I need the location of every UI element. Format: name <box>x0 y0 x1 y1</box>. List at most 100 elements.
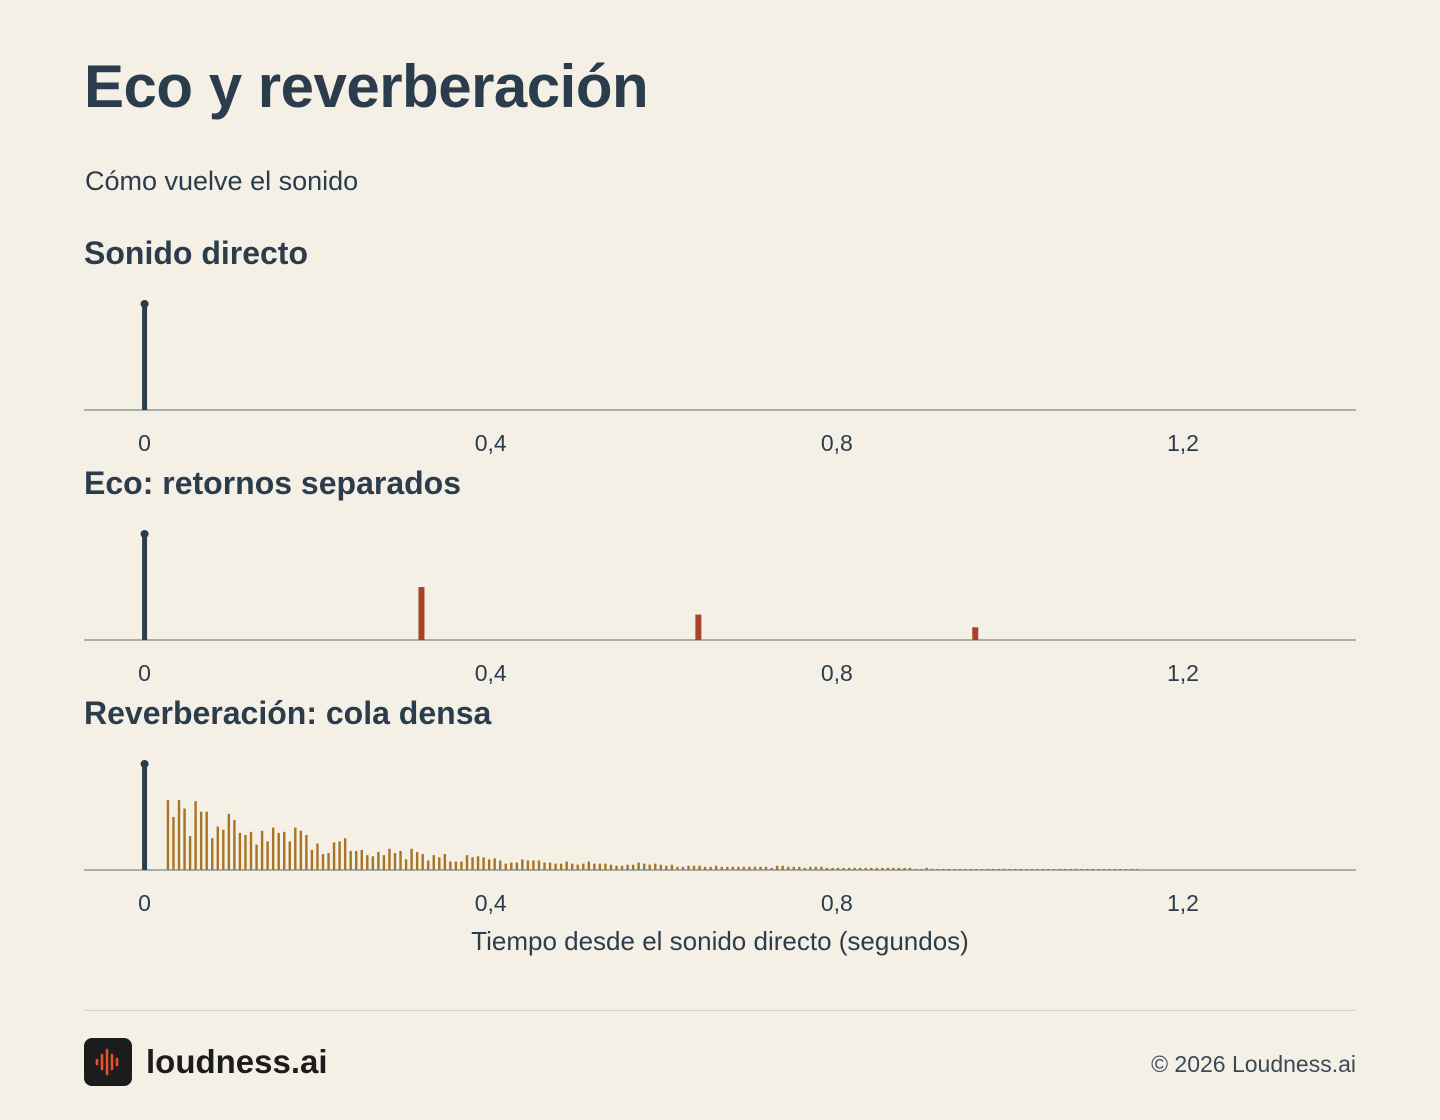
reverb-bar <box>753 866 757 870</box>
reverb-bar <box>515 862 519 870</box>
reverb-bar <box>919 868 923 870</box>
reverb-bar <box>947 868 950 870</box>
reverb-bar <box>255 844 258 870</box>
reverb-bar <box>177 800 181 870</box>
reverb-bar <box>349 850 352 870</box>
reverb-bar <box>587 861 591 870</box>
page-subtitle: Cómo vuelve el sonido <box>85 166 359 196</box>
x-tick-label: 0,8 <box>821 660 853 686</box>
reverb-bar <box>166 800 170 870</box>
reverb-bar <box>1030 868 1034 870</box>
x-tick-label: 0 <box>138 660 151 686</box>
reverb-bar <box>914 868 917 870</box>
x-tick-label: 0 <box>138 430 151 456</box>
reverb-bar <box>277 832 280 870</box>
reverb-bar <box>1058 868 1061 870</box>
reverb-bar <box>770 867 773 870</box>
reverb-bar <box>1108 868 1111 870</box>
reverb-bar <box>875 867 878 870</box>
reverb-bar <box>958 868 962 870</box>
x-tick-label: 0,4 <box>475 430 507 456</box>
reverb-bar <box>864 867 867 870</box>
x-tick-label: 1,2 <box>1167 660 1199 686</box>
reverb-bar <box>820 866 823 870</box>
reverb-bar <box>892 867 895 870</box>
reverb-bar <box>969 868 973 870</box>
reverb-bar <box>759 866 762 870</box>
reverb-bar <box>1036 868 1039 870</box>
reverb-bar <box>964 868 967 870</box>
reverb-bar <box>1130 868 1133 870</box>
x-tick-label: 0,4 <box>475 660 507 686</box>
reverb-bar <box>1097 868 1100 870</box>
reverb-bar <box>1086 868 1089 870</box>
reverb-bar <box>836 867 840 870</box>
reverb-bar <box>997 868 1000 870</box>
reverb-bar <box>953 868 956 870</box>
reverb-bar <box>853 867 856 870</box>
reverb-bar <box>670 864 674 870</box>
reverb-bar <box>1008 868 1011 870</box>
reverb-bar <box>798 866 801 870</box>
reverb-bar <box>1025 868 1028 870</box>
reverb-bar <box>443 854 447 870</box>
reverb-bar <box>332 842 336 870</box>
reverb-bar <box>1091 868 1094 870</box>
reverb-bar <box>371 856 375 870</box>
reverb-bar <box>936 868 939 870</box>
reverb-bar <box>188 836 192 870</box>
reverb-bar <box>908 867 912 870</box>
reverb-bar <box>692 865 696 870</box>
reverb-bar <box>975 868 978 870</box>
reverb-bar <box>554 863 557 870</box>
echo-bar <box>418 587 425 640</box>
reverb-bar <box>1124 868 1128 870</box>
reverb-bar <box>1063 868 1067 870</box>
reverb-bar <box>199 811 203 870</box>
reverb-bar <box>1074 868 1078 870</box>
reverb-bar <box>327 853 330 870</box>
reverb-bar <box>1014 868 1017 870</box>
reverb-bar <box>903 867 906 870</box>
reverb-bar <box>809 866 812 870</box>
reverb-bar <box>642 863 646 870</box>
footer-divider <box>84 1010 1356 1011</box>
reverb-bar <box>626 864 629 870</box>
reverb-bar <box>714 865 718 870</box>
reverb-bar <box>310 849 314 870</box>
reverb-bar <box>410 848 413 870</box>
reverb-bar <box>1052 868 1056 870</box>
x-axis-label: Tiempo desde el sonido directo (segundos… <box>471 926 969 956</box>
reverb-bar <box>942 868 945 870</box>
reverb-bar <box>244 835 247 870</box>
reverb-bar <box>415 851 419 870</box>
reverb-bar <box>709 866 712 870</box>
x-tick-label: 0 <box>138 890 151 916</box>
reverb-bar <box>831 867 834 870</box>
reverb-bar <box>659 864 663 870</box>
reverb-bar <box>172 817 175 870</box>
reverb-bar <box>698 865 701 870</box>
brand[interactable]: loudness.ai <box>84 1037 328 1087</box>
direct-sound-cap <box>140 760 149 768</box>
reverb-bar <box>631 864 635 870</box>
panel-title-reverb: Reverberación: cola densa <box>84 695 492 731</box>
reverb-bar <box>576 864 579 870</box>
reverb-bar <box>305 835 308 870</box>
reverb-bar <box>1102 868 1106 870</box>
reverb-bar <box>521 859 524 870</box>
reverb-bar <box>593 863 596 870</box>
reverb-bar <box>382 855 386 870</box>
reverb-bar <box>870 867 873 870</box>
reverb-bar <box>271 827 275 870</box>
reverb-bar <box>526 860 530 870</box>
reverb-bar <box>355 850 358 870</box>
reverb-bar <box>432 855 435 870</box>
reverb-bar <box>399 850 402 870</box>
reverb-bar <box>454 861 458 870</box>
reverb-bar <box>377 851 380 870</box>
reverb-bar <box>742 866 746 870</box>
reverb-bar <box>288 841 291 870</box>
reverb-bar <box>1135 868 1139 870</box>
reverb-bar <box>233 820 236 870</box>
